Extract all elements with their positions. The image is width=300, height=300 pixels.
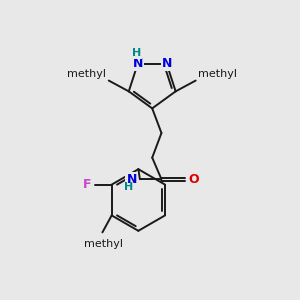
Text: H: H: [124, 182, 134, 192]
Text: methyl: methyl: [85, 238, 124, 248]
Text: N: N: [126, 173, 137, 186]
Text: N: N: [133, 57, 143, 70]
Text: methyl: methyl: [198, 69, 237, 79]
Text: H: H: [132, 48, 142, 58]
Text: O: O: [188, 173, 199, 186]
Text: N: N: [161, 57, 172, 70]
Text: methyl: methyl: [68, 69, 106, 79]
Text: F: F: [83, 178, 91, 191]
